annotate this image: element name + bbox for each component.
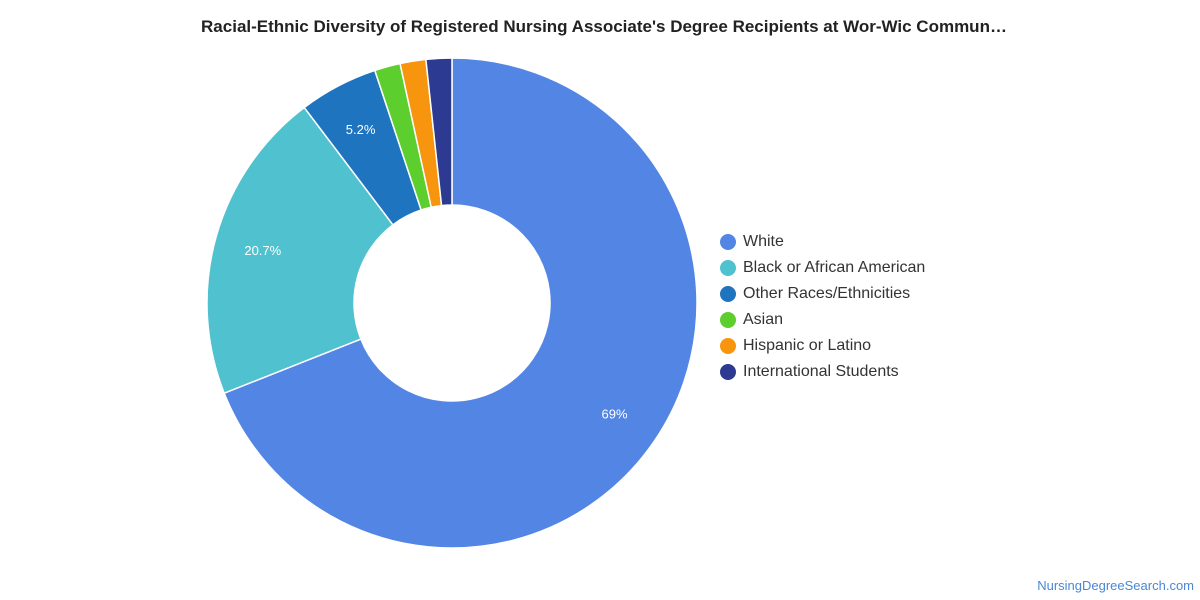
legend-label: Asian	[743, 311, 784, 328]
slice-label: 20.7%	[244, 243, 281, 258]
chart-legend: White Black or African American Other Race…	[720, 229, 925, 385]
legend-label: Black or African American	[743, 259, 926, 276]
legend-swatch	[720, 338, 736, 354]
legend-swatch	[720, 260, 736, 276]
legend-label: International Students	[743, 363, 899, 380]
legend-item[interactable]: Black or African American	[720, 255, 925, 281]
legend-item[interactable]: Other Races/Ethnicities	[720, 281, 925, 307]
legend-label: Hispanic or Latino	[743, 337, 872, 354]
legend-item[interactable]: International Students	[720, 359, 925, 385]
legend-label: Other Races/Ethnicities	[743, 285, 911, 302]
watermark[interactable]: NursingDegreeSearch.com	[1037, 578, 1194, 593]
legend-item[interactable]: Asian	[720, 307, 925, 333]
slice-label: 5.2%	[346, 122, 376, 137]
slice-international-students[interactable]	[425, 57, 453, 207]
legend-item[interactable]: White	[720, 229, 925, 255]
slice-white[interactable]	[223, 57, 698, 549]
legend-label: White	[743, 233, 784, 250]
slice-label: 69%	[602, 406, 628, 421]
legend-swatch	[720, 364, 736, 380]
legend-swatch	[720, 234, 736, 250]
legend-swatch	[720, 286, 736, 302]
legend-swatch	[720, 312, 736, 328]
chart-title: Racial-Ethnic Diversity of Registered Nu…	[201, 17, 1007, 36]
legend-item[interactable]: Hispanic or Latino	[720, 333, 925, 359]
slice-black-or-african-american[interactable]	[206, 106, 394, 395]
